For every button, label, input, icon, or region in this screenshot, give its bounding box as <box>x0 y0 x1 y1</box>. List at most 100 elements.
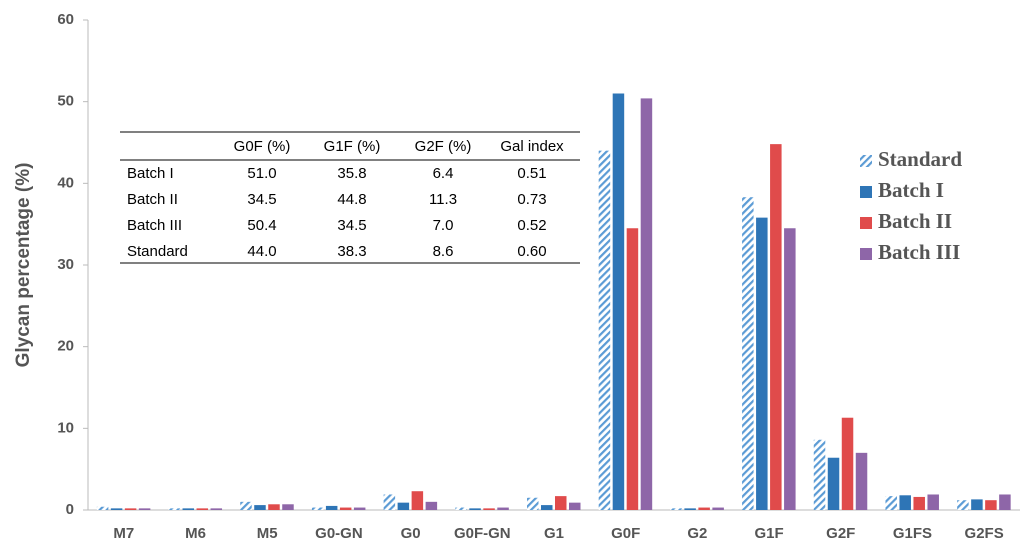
bar <box>842 418 854 510</box>
bar <box>125 508 137 510</box>
table-cell: 7.0 <box>433 217 454 234</box>
bar <box>97 507 109 510</box>
bar <box>111 508 123 510</box>
bar <box>384 494 396 510</box>
bar <box>784 228 796 510</box>
bar <box>282 504 294 510</box>
bar <box>555 496 567 510</box>
bar <box>139 508 151 510</box>
x-tick-label: M6 <box>185 525 206 542</box>
bar <box>814 440 826 510</box>
x-tick-label: G2 <box>687 525 707 542</box>
table-cell: 0.52 <box>517 217 546 234</box>
bar <box>999 494 1011 510</box>
bar <box>254 505 266 510</box>
y-tick-label: 0 <box>66 501 74 518</box>
bar <box>240 502 252 510</box>
bar <box>527 498 539 510</box>
bar <box>971 499 983 510</box>
table-cell: 11.3 <box>429 191 457 208</box>
y-axis-label: Glycan percentage (%) <box>13 163 34 368</box>
bar <box>698 508 710 510</box>
bar <box>169 508 181 510</box>
table-cell: 8.6 <box>433 243 454 260</box>
bar <box>541 505 553 510</box>
bar <box>312 508 324 510</box>
bar <box>197 508 209 510</box>
table-cell: 0.60 <box>517 243 546 260</box>
bar <box>885 496 897 510</box>
table-cell: 35.8 <box>337 165 366 182</box>
table-cell: Standard <box>127 243 188 260</box>
bar <box>569 503 581 510</box>
y-tick-label: 60 <box>57 11 74 28</box>
bar <box>497 508 509 510</box>
table-header: G2F (%) <box>415 138 472 155</box>
bar <box>756 218 768 510</box>
bar <box>913 497 925 510</box>
bar <box>627 228 639 510</box>
table-cell: Batch II <box>127 191 178 208</box>
y-tick-label: 10 <box>57 419 74 436</box>
legend-label: Batch I <box>878 178 944 202</box>
bar <box>828 458 840 510</box>
bar <box>927 494 939 510</box>
bar <box>742 197 754 510</box>
y-tick-label: 20 <box>57 338 74 355</box>
legend-label: Batch II <box>878 209 952 233</box>
bar <box>469 508 481 510</box>
table-cell: 6.4 <box>433 165 454 182</box>
table-header: G0F (%) <box>234 138 291 155</box>
x-tick-label: M5 <box>257 525 278 542</box>
bar <box>770 144 782 510</box>
x-tick-label: G0 <box>401 525 421 542</box>
x-tick-label: G0-GN <box>315 525 363 542</box>
bar <box>684 508 696 510</box>
bar <box>340 508 352 510</box>
table-header: Gal index <box>500 138 564 155</box>
bar <box>670 508 682 510</box>
legend-swatch <box>860 217 872 229</box>
bar <box>641 98 653 510</box>
x-tick-label: G0F <box>611 525 640 542</box>
legend-label: Batch III <box>878 240 960 264</box>
bar <box>268 504 280 510</box>
bar <box>211 508 223 510</box>
bar <box>856 453 868 510</box>
bar <box>412 491 424 510</box>
table-cell: 44.8 <box>337 191 366 208</box>
table-cell: 51.0 <box>247 165 276 182</box>
bar <box>354 508 366 510</box>
legend-swatch <box>860 186 872 198</box>
bar <box>455 508 467 510</box>
bar <box>985 500 997 510</box>
legend-swatch <box>860 248 872 260</box>
y-tick-label: 30 <box>57 256 74 273</box>
table-cell: 34.5 <box>337 217 366 234</box>
table-cell: Batch III <box>127 217 182 234</box>
bar <box>183 508 195 510</box>
x-tick-label: G1F <box>754 525 783 542</box>
bar <box>957 500 969 510</box>
table-cell: 38.3 <box>337 243 366 260</box>
table-cell: 0.51 <box>517 165 546 182</box>
bar <box>613 94 625 511</box>
legend-label: Standard <box>878 147 962 171</box>
x-tick-label: M7 <box>113 525 134 542</box>
x-tick-label: G1 <box>544 525 564 542</box>
x-tick-label: G1FS <box>893 525 932 542</box>
x-tick-label: G2F <box>826 525 855 542</box>
bar <box>398 503 410 510</box>
bar <box>426 502 438 510</box>
bar <box>326 506 338 510</box>
legend-swatch <box>860 155 872 167</box>
y-tick-label: 50 <box>57 93 74 110</box>
bar <box>899 495 911 510</box>
table-cell: Batch I <box>127 165 174 182</box>
table-cell: 0.73 <box>517 191 546 208</box>
table-cell: 44.0 <box>247 243 276 260</box>
y-tick-label: 40 <box>57 174 74 191</box>
chart: Glycan percentage (%) 0 10 20 30 40 50 60 M7 M6 M… <box>0 0 1024 547</box>
x-tick-label: G2FS <box>965 525 1004 542</box>
bar <box>483 508 495 510</box>
